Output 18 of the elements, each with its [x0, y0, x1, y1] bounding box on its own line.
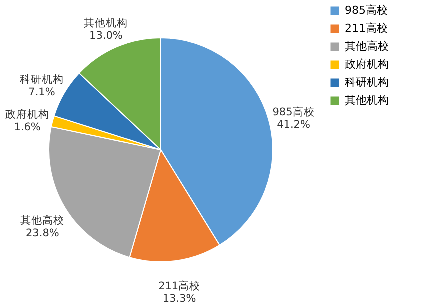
legend-label: 政府机构 [345, 58, 389, 71]
legend-label: 其他高校 [345, 40, 389, 53]
slice-label: 其他机构 [84, 16, 128, 30]
slice-label: 985高校 [272, 105, 315, 118]
legend-label: 211高校 [345, 22, 388, 35]
data-label: 13.3% [162, 293, 196, 306]
legend-label: 其他机构 [345, 94, 389, 107]
data-label: 7.1% [28, 86, 56, 99]
data-label: 13.0% [90, 30, 123, 42]
data-label: 23.8% [26, 227, 60, 240]
legend-label: 科研机构 [345, 76, 389, 89]
slice-label: 211高校 [158, 280, 201, 293]
data-label: 1.6% [14, 121, 41, 134]
legend-label: 985高校 [345, 4, 388, 17]
slice-label: 其他高校 [20, 214, 65, 227]
data-label: 41.2% [277, 118, 310, 131]
slice-label: 科研机构 [20, 74, 64, 86]
slice-label: 政府机构 [6, 108, 50, 121]
